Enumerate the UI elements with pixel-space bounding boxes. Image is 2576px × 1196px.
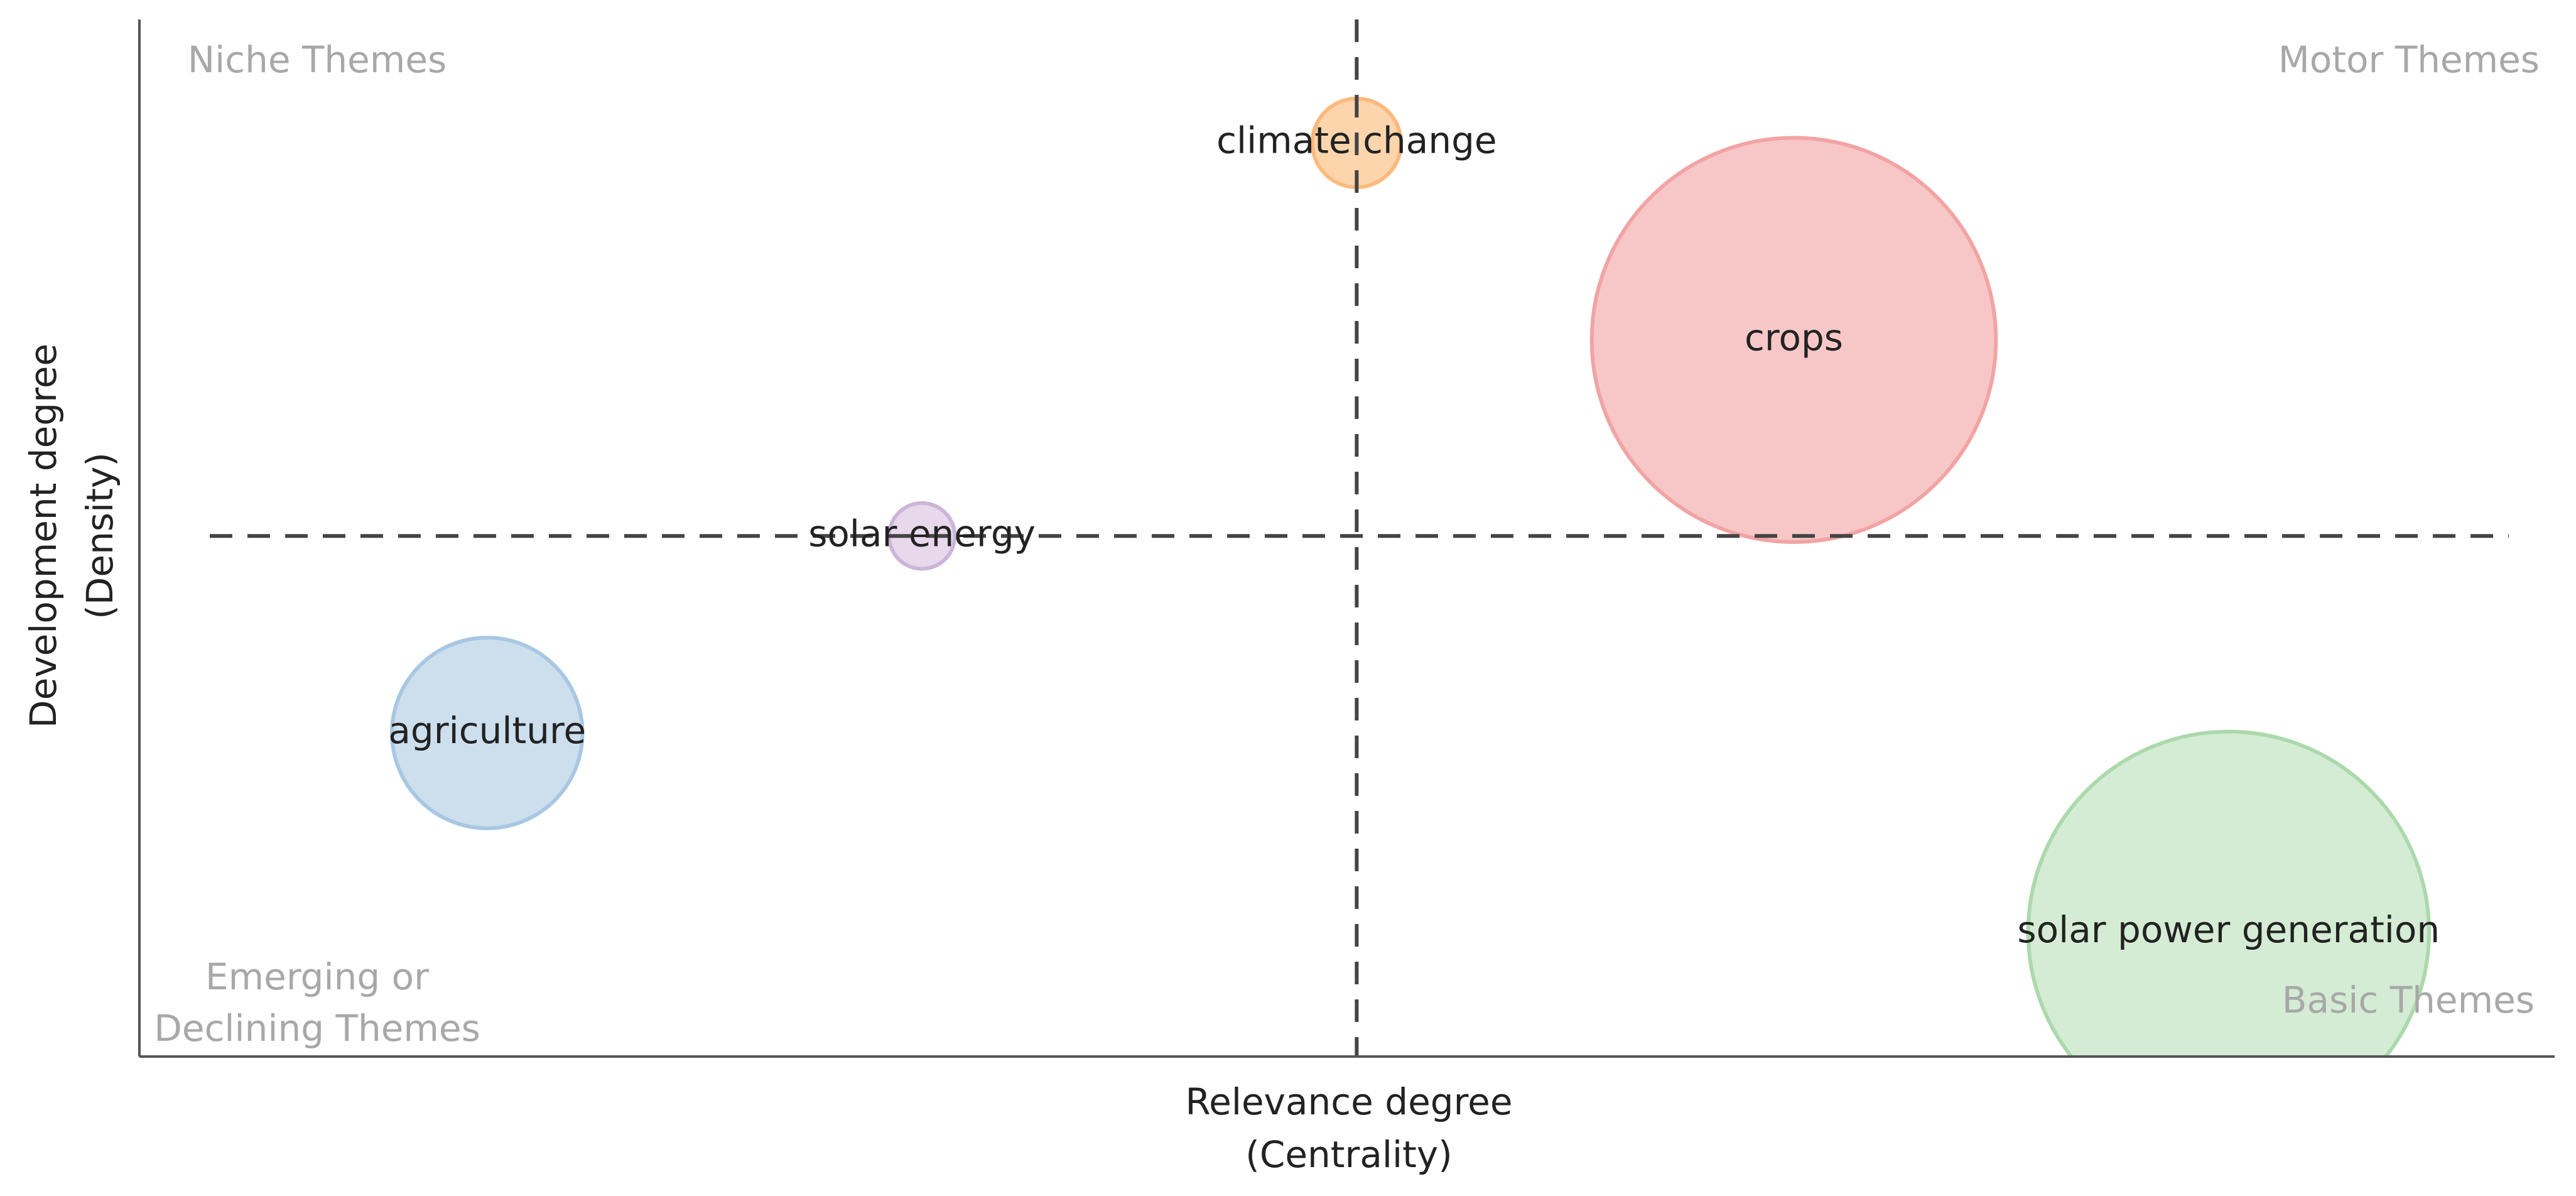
bubble [2026, 729, 2431, 1057]
y-axis-label: (Density) [78, 452, 121, 619]
bubble-label: solar energy [808, 512, 1036, 555]
bubble-label: solar power generation [2017, 908, 2440, 951]
quadrant-label: Niche Themes [188, 38, 447, 81]
y-axis-label: Development degree [22, 344, 65, 728]
bubble-label: agriculture [388, 709, 586, 752]
bubble [1589, 136, 1998, 544]
bubble [390, 636, 585, 830]
bubble-label: climate change [1216, 119, 1496, 162]
quadrant-label: Basic Themes [2282, 979, 2535, 1021]
bubble-label: crops [1745, 316, 1843, 359]
x-axis-label: (Centrality) [1245, 1133, 1453, 1176]
quadrant-label: Emerging or [205, 955, 429, 998]
quadrant-label: Declining Themes [154, 1007, 480, 1050]
x-axis-label: Relevance degree [1185, 1080, 1512, 1123]
plot-area [390, 96, 2431, 1057]
quadrant-label: Motor Themes [2278, 38, 2540, 81]
